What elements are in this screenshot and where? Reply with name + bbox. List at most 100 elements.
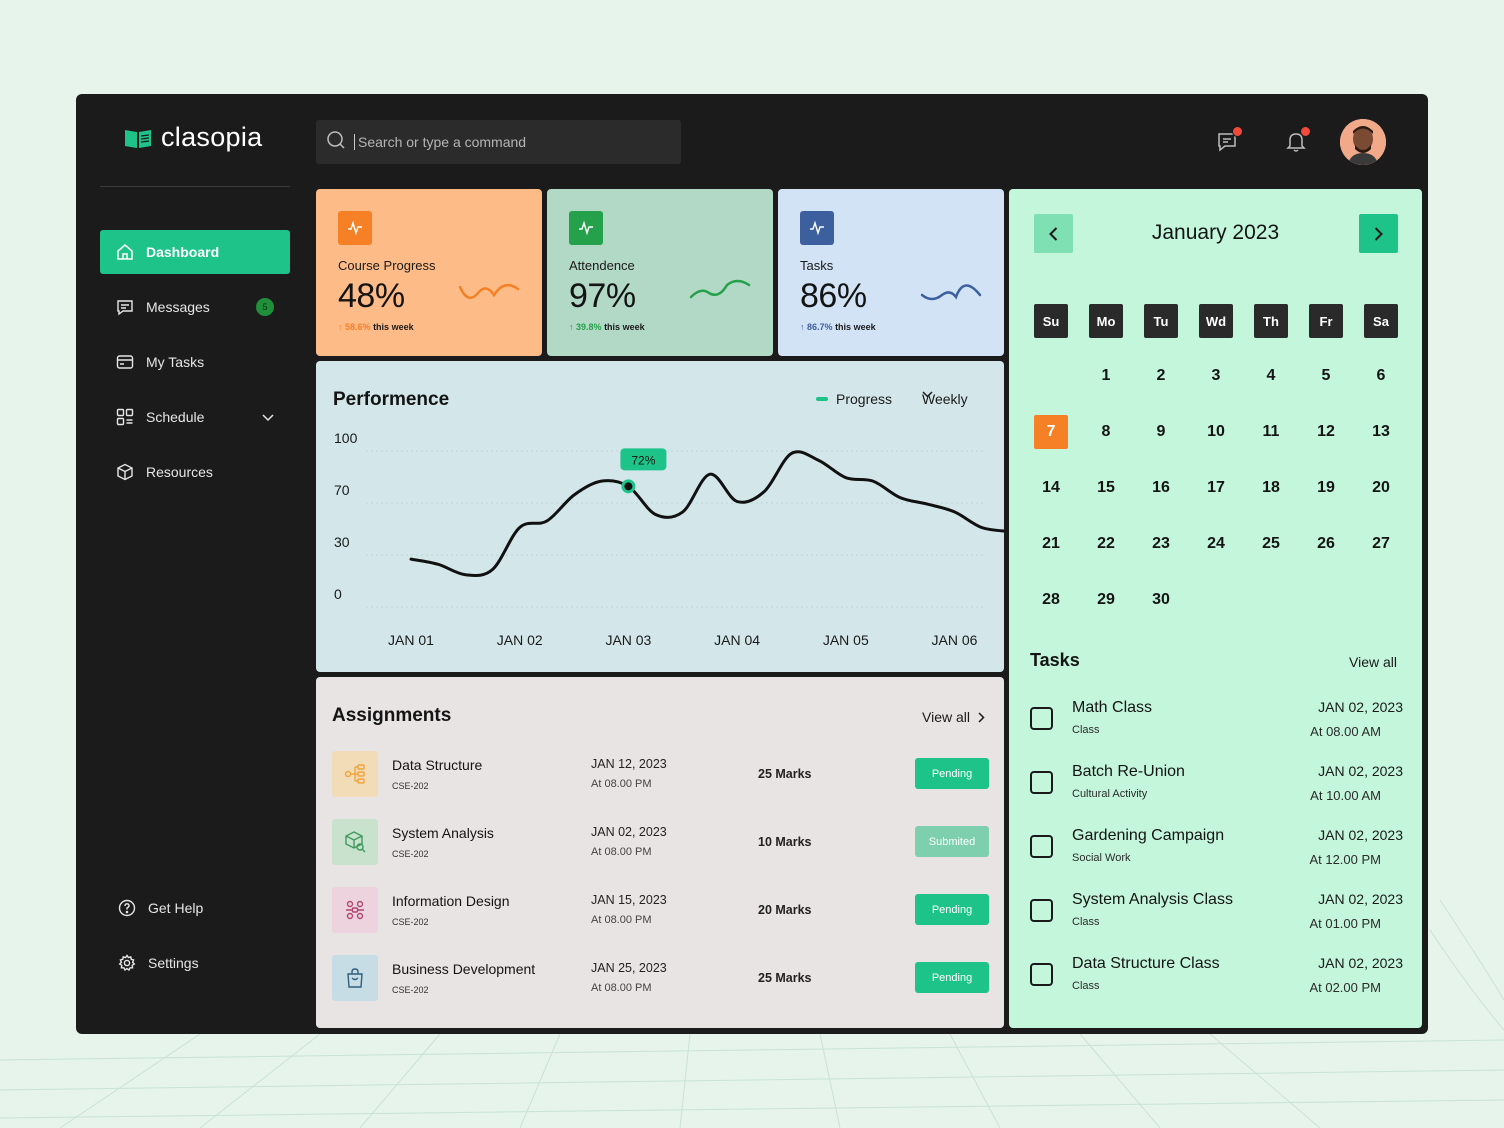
calendar-day[interactable]: 26 (1317, 535, 1335, 552)
notifications-button[interactable] (1283, 126, 1311, 156)
stat-card-attendence[interactable]: Attendence 97% ↑ 39.8% this week (547, 189, 773, 356)
calendar-day[interactable]: 17 (1207, 479, 1225, 496)
task-date: JAN 02, 2023 (1318, 891, 1403, 907)
calendar-day[interactable]: 15 (1097, 479, 1115, 496)
calendar-day[interactable]: 1 (1101, 367, 1111, 384)
assignment-code: CSE-202 (392, 849, 429, 859)
message-icon (116, 298, 134, 316)
task-checkbox[interactable] (1030, 963, 1053, 986)
task-checkbox[interactable] (1030, 771, 1053, 794)
table-row[interactable]: Data Structure CSE-202 JAN 12, 2023 At 0… (332, 749, 989, 799)
search-input[interactable] (354, 134, 664, 150)
calendar-day[interactable]: 28 (1042, 591, 1060, 608)
calendar-day[interactable]: 8 (1101, 423, 1111, 440)
calendar-day[interactable]: 25 (1262, 535, 1280, 552)
assignment-marks: 25 Marks (758, 971, 812, 985)
arrow-up-icon: ↑ (800, 322, 805, 332)
assignments-view-all-link[interactable]: View all (922, 709, 985, 725)
table-row[interactable]: Information Design CSE-202 JAN 15, 2023 … (332, 885, 989, 935)
calendar-day[interactable]: 3 (1211, 367, 1221, 384)
calendar-day[interactable]: 29 (1097, 591, 1115, 608)
legend-swatch (816, 397, 828, 401)
sidebar-item-resources[interactable]: Resources (100, 450, 290, 494)
calendar-day[interactable]: 14 (1042, 479, 1060, 496)
assignment-time: At 08.00 PM (591, 982, 652, 994)
stat-card-tasks[interactable]: Tasks 86% ↑ 86.7% this week (778, 189, 1004, 356)
performance-panel: Performence Progress Weekly 100 70 30 0 JAN … (316, 361, 1004, 672)
chevron-right-icon (978, 711, 985, 723)
weekday-header: Mo (1089, 304, 1123, 338)
status-badge[interactable]: Pending (915, 962, 989, 993)
sidebar-item-schedule[interactable]: Schedule (100, 395, 290, 439)
chat-button[interactable] (1215, 126, 1243, 156)
task-date: JAN 02, 2023 (1318, 763, 1403, 779)
calendar-next-button[interactable] (1359, 214, 1398, 253)
calendar-day[interactable]: 22 (1097, 535, 1115, 552)
list-item: Batch Re-Union Cultural Activity JAN 02,… (1030, 757, 1403, 809)
avatar[interactable] (1340, 119, 1386, 165)
trend-sparkline (920, 284, 982, 301)
calendar-day[interactable]: 16 (1152, 479, 1170, 496)
legend-label: Progress (836, 391, 893, 407)
stat-change: ↑ 39.8% this week (569, 322, 751, 332)
assignment-date: JAN 02, 2023 (591, 825, 667, 839)
tasks-view-all-link[interactable]: View all (1349, 654, 1397, 670)
status-badge[interactable]: Submited (915, 826, 989, 857)
calendar-prev-button[interactable] (1034, 214, 1073, 253)
list-item: Math Class Class JAN 02, 2023 At 08.00 A… (1030, 693, 1403, 745)
calendar-day[interactable]: 2 (1156, 367, 1166, 384)
calendar-day[interactable]: 19 (1317, 479, 1335, 496)
table-row[interactable]: Business Development CSE-202 JAN 25, 202… (332, 953, 989, 1003)
calendar-day[interactable]: 6 (1376, 367, 1386, 384)
sidebar-item-get-help[interactable]: Get Help (100, 886, 290, 930)
sidebar-item-settings[interactable]: Settings (100, 941, 290, 985)
gear-icon (118, 954, 136, 972)
task-checkbox[interactable] (1030, 707, 1053, 730)
calendar-day[interactable]: 9 (1156, 423, 1166, 440)
calendar-day[interactable]: 5 (1321, 367, 1331, 384)
status-badge[interactable]: Pending (915, 894, 989, 925)
status-badge[interactable]: Pending (915, 758, 989, 789)
task-date: JAN 02, 2023 (1318, 827, 1403, 843)
period-dropdown[interactable]: Weekly (922, 391, 968, 407)
task-category: Class (1072, 980, 1100, 992)
arrow-up-icon: ↑ (569, 322, 574, 332)
calendar-day[interactable]: 23 (1152, 535, 1170, 552)
table-row[interactable]: System Analysis CSE-202 JAN 02, 2023 At … (332, 817, 989, 867)
calendar-day[interactable]: 13 (1372, 423, 1390, 440)
calendar-day[interactable]: 21 (1042, 535, 1060, 552)
task-checkbox[interactable] (1030, 899, 1053, 922)
sidebar-item-dashboard[interactable]: Dashboard (100, 230, 290, 274)
sidebar-item-messages[interactable]: Messages 5 (100, 285, 290, 329)
x-tick-label: JAN 03 (605, 632, 651, 648)
stat-change-value: 39.8% (576, 322, 602, 332)
task-name: Batch Re-Union (1072, 763, 1185, 780)
sidebar-item-my-tasks[interactable]: My Tasks (100, 340, 290, 384)
chat-notification-dot (1232, 126, 1243, 137)
x-tick-label: JAN 06 (932, 632, 978, 648)
stat-label: Tasks (800, 258, 834, 273)
view-all-label: View all (922, 709, 970, 725)
book-logo-icon (125, 129, 151, 148)
calendar-day[interactable]: 11 (1262, 423, 1280, 440)
calendar-day[interactable]: 24 (1207, 535, 1225, 552)
activity-icon (800, 211, 834, 245)
assignment-time: At 08.00 PM (591, 846, 652, 858)
assignment-marks: 20 Marks (758, 903, 812, 917)
calendar-day[interactable]: 10 (1207, 423, 1225, 440)
calendar-day[interactable]: 12 (1317, 423, 1335, 440)
calendar-day[interactable]: 30 (1152, 591, 1170, 608)
app-logo[interactable]: clasopia (123, 122, 262, 153)
calendar-day[interactable]: 27 (1372, 535, 1390, 552)
calendar-day[interactable]: 18 (1262, 479, 1280, 496)
calendar-day[interactable]: 20 (1372, 479, 1390, 496)
assignment-time: At 08.00 PM (591, 914, 652, 926)
task-time: At 01.00 PM (1309, 916, 1381, 931)
calendar-day-today[interactable]: 7 (1034, 415, 1068, 449)
chevron-down-icon (922, 391, 933, 398)
calendar-day[interactable]: 4 (1266, 367, 1276, 384)
chart-legend: Progress (816, 391, 892, 407)
task-checkbox[interactable] (1030, 835, 1053, 858)
stat-card-course-progress[interactable]: Course Progress 48% ↑ 58.6% this week (316, 189, 542, 356)
home-icon (116, 243, 134, 261)
